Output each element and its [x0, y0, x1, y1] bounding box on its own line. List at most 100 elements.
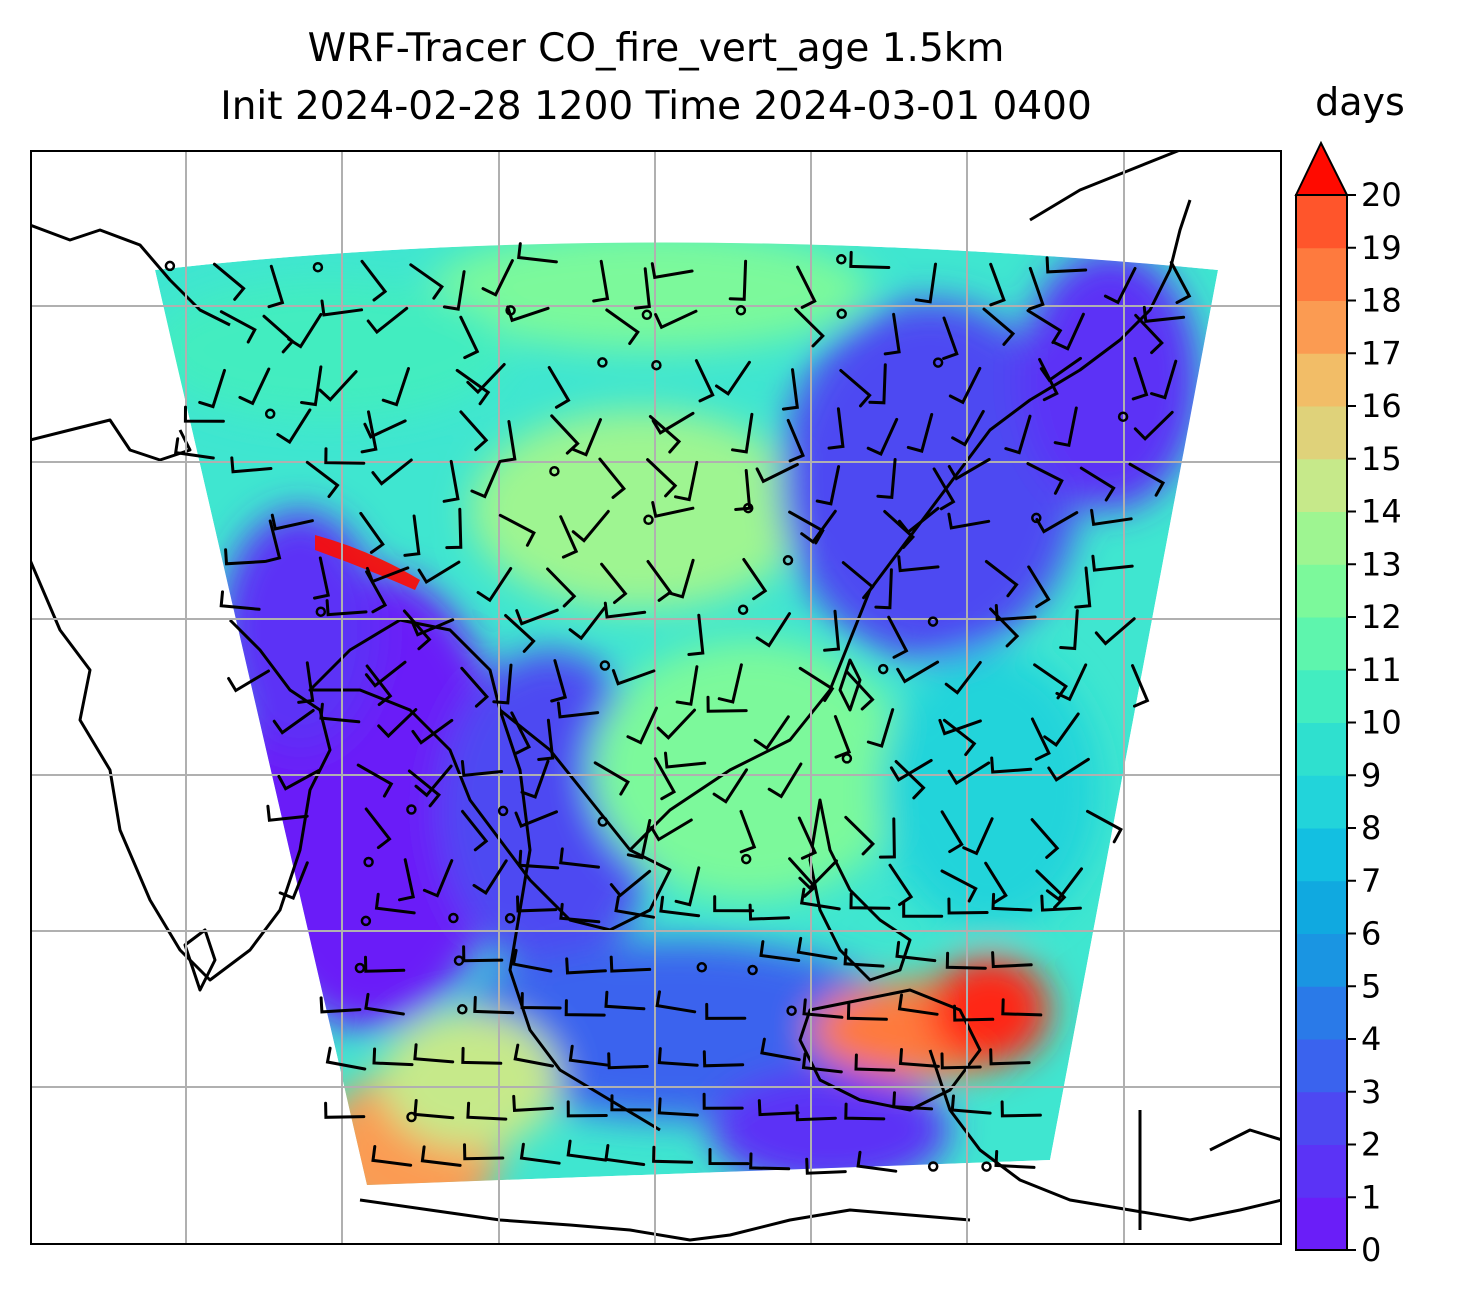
calm-wind-marker: [981, 1161, 992, 1172]
colorbar-tick-label: 13: [1361, 545, 1402, 583]
wind-barb: [938, 718, 982, 736]
wind-barb: [605, 308, 640, 345]
wind-barb: [300, 365, 323, 407]
wind-barb: [797, 816, 818, 860]
wind-barb: [781, 368, 799, 411]
calm-wind-marker: [1031, 512, 1042, 524]
wind-barb: [656, 708, 696, 740]
calm-wind-marker: [360, 915, 372, 927]
wind-barb: [657, 1047, 699, 1067]
wind-barb: [459, 410, 489, 452]
colorbar-tick-label: 3: [1361, 1073, 1381, 1111]
wind-barb: [843, 948, 885, 968]
wind-barb: [276, 408, 312, 445]
wind-barb: [833, 715, 852, 759]
wind-barb: [238, 367, 271, 406]
colorbar-tick-label: 10: [1361, 704, 1402, 742]
wind-barb: [947, 761, 991, 786]
wind-barb: [568, 1044, 610, 1067]
wind-barb: [844, 815, 876, 856]
wind-barb: [305, 460, 340, 498]
colorbar-swatch: [1296, 1091, 1347, 1145]
wind-barb: [1026, 309, 1063, 344]
wind-barb: [1150, 359, 1178, 400]
wind-barb: [566, 1139, 608, 1162]
wind-barb: [212, 262, 246, 301]
wind-barb: [513, 1043, 554, 1068]
wind-barb: [757, 1099, 800, 1117]
wind-barb: [898, 506, 940, 535]
wind-barb: [650, 818, 693, 842]
wind-barb: [461, 809, 489, 852]
calm-wind-marker: [1117, 411, 1129, 422]
map-title-line-2: Init 2024-02-28 1200 Time 2024-03-01 040…: [220, 84, 1092, 129]
colorbar-tick-label: 17: [1361, 334, 1402, 372]
wind-barb: [749, 1152, 791, 1171]
wind-barb: [414, 764, 453, 798]
colorbar-swatch: [1296, 617, 1347, 671]
wind-barb: [1045, 867, 1083, 902]
wind-barb: [460, 760, 504, 778]
wind-barb: [566, 1100, 608, 1118]
wind-barb: [272, 709, 315, 735]
wind-barb: [473, 995, 515, 1015]
wind-barb: [674, 460, 699, 502]
wind-barb: [712, 768, 748, 804]
wind-barb: [667, 558, 695, 599]
wind-barb: [320, 299, 364, 317]
wind-barb: [897, 993, 939, 1016]
colorbar-tick-label: 9: [1361, 756, 1381, 794]
calm-wind-marker: [448, 912, 459, 924]
wind-barb: [991, 892, 1033, 912]
wind-barb: [364, 807, 392, 850]
calm-wind-marker: [406, 1111, 417, 1123]
wind-barb: [945, 951, 987, 970]
colorbar-tick-label: 2: [1361, 1126, 1381, 1164]
wind-barb: [748, 903, 790, 921]
wind-barb: [492, 663, 513, 705]
wind-barb: [609, 955, 652, 973]
field-northeast-blue: [780, 300, 1080, 660]
wind-barb: [227, 669, 270, 693]
wind-barb: [845, 670, 875, 711]
wind-barb: [1131, 664, 1150, 708]
wind-barb: [708, 1148, 750, 1166]
wind-barb: [417, 560, 461, 585]
wind-barb: [706, 695, 748, 713]
wind-barb: [550, 659, 568, 703]
wind-barb: [1169, 261, 1192, 305]
wind-barb: [324, 1101, 366, 1119]
wind-barb: [514, 810, 558, 828]
wind-barb: [230, 456, 273, 474]
wind-barb: [796, 265, 817, 309]
wind-barb: [994, 1150, 1036, 1169]
colorbar-swatch: [1296, 722, 1347, 776]
wind-barb: [906, 413, 934, 453]
wind-barb: [1039, 356, 1082, 383]
wind-barb: [463, 1143, 505, 1161]
wind-barb: [651, 411, 695, 435]
wind-barb: [739, 809, 757, 854]
wind-barb: [633, 267, 651, 310]
calm-wind-marker: [836, 254, 847, 265]
wind-barb: [994, 604, 1037, 622]
wind-barb: [461, 1046, 503, 1065]
colorbar-swatch: [1296, 195, 1347, 249]
wind-barb: [398, 858, 415, 902]
colorbar-tick-label: 4: [1361, 1020, 1381, 1058]
wind-barb: [1090, 508, 1133, 527]
calm-wind-marker: [497, 805, 509, 817]
wind-barb: [942, 718, 977, 757]
wind-barb: [626, 819, 652, 860]
wind-barb: [664, 751, 707, 769]
calm-wind-marker: [737, 604, 749, 615]
colorbar-swatch: [1296, 828, 1347, 882]
wind-barb: [1027, 565, 1051, 609]
wind-barb: [892, 1091, 934, 1111]
wind-barb: [674, 866, 701, 907]
wind-barb: [944, 661, 982, 695]
wind-barb: [883, 312, 901, 356]
wind-barb: [1053, 312, 1085, 351]
wind-barb: [654, 309, 698, 330]
